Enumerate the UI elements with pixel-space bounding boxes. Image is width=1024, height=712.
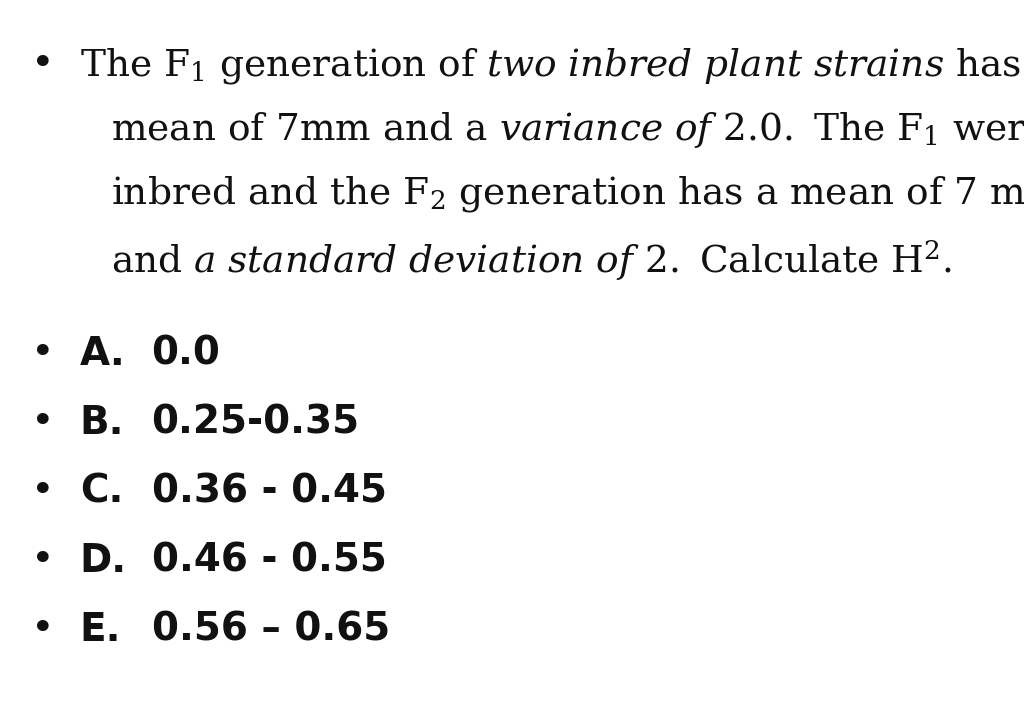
Text: •: • xyxy=(31,335,54,372)
Text: 0.56 – 0.65: 0.56 – 0.65 xyxy=(152,611,390,649)
Text: •: • xyxy=(31,46,54,83)
Text: The $\mathregular{F}_1$ generation of $\it{two\ inbred\ plant\ strains}$ has a: The $\mathregular{F}_1$ generation of $\… xyxy=(80,46,1024,86)
Text: A.: A. xyxy=(80,335,126,372)
Text: 0.36 - 0.45: 0.36 - 0.45 xyxy=(152,473,386,511)
Text: mean of 7mm and a $\it{variance\ of\ 2.0.}$ The $\mathregular{F}_1$ were: mean of 7mm and a $\it{variance\ of\ 2.0… xyxy=(111,110,1024,150)
Text: D.: D. xyxy=(80,542,127,580)
Text: •: • xyxy=(31,404,54,441)
Text: 0.25-0.35: 0.25-0.35 xyxy=(152,404,359,441)
Text: inbred and the $\mathregular{F}_2$ generation has a mean of 7 mm: inbred and the $\mathregular{F}_2$ gener… xyxy=(111,174,1024,214)
Text: E.: E. xyxy=(80,611,122,649)
Text: C.: C. xyxy=(80,473,123,511)
Text: •: • xyxy=(31,473,54,510)
Text: 0.0: 0.0 xyxy=(152,335,220,372)
Text: B.: B. xyxy=(80,404,124,441)
Text: •: • xyxy=(31,542,54,579)
Text: 0.46 - 0.55: 0.46 - 0.55 xyxy=(152,542,386,580)
Text: and $\it{a\ standard\ deviation\ of\ 2.}$ Calculate $\mathregular{H}^2$.: and $\it{a\ standard\ deviation\ of\ 2.}… xyxy=(111,239,951,283)
Text: •: • xyxy=(31,611,54,648)
